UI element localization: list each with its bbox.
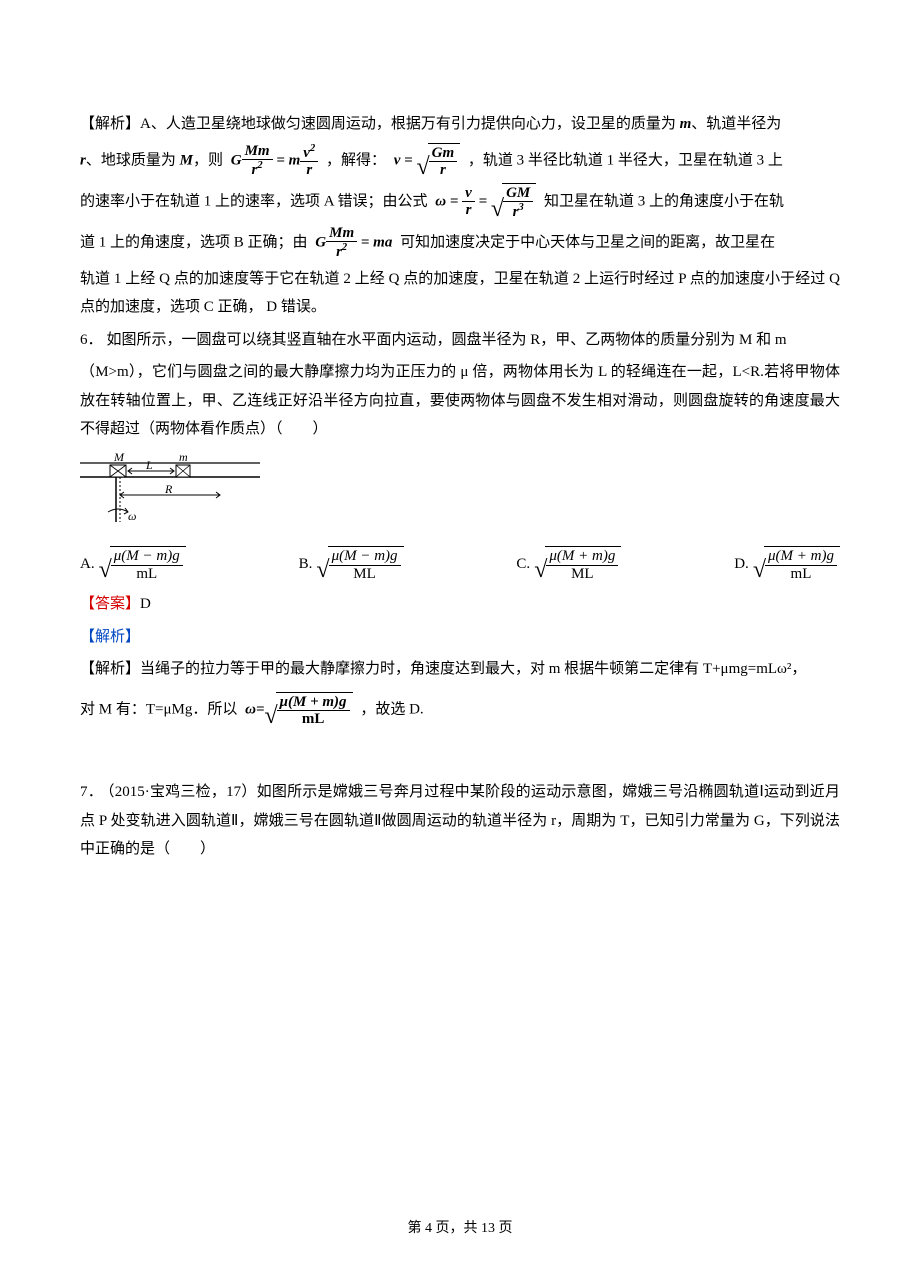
- sol5-m: m: [680, 116, 692, 132]
- eq3-num: Mm: [326, 225, 357, 243]
- question-6-cont: （M>m），它们与圆盘之间的最大静摩擦力均为正压力的 μ 倍，两物体用长为 L …: [80, 358, 840, 444]
- q6-analysis-2: 对 M 有：T=μMg．所以 ω= μ(M + m)gmL ，故选 D.: [80, 692, 840, 728]
- sol5-l5: 轨道 1 上经 Q 点的加速度等于它在轨道 2 上经 Q 点的加速度，卫星在轨道…: [80, 271, 840, 316]
- diagram-R-label: R: [164, 482, 173, 496]
- eq3-G: G: [315, 234, 326, 250]
- choice-b-den: ML: [329, 566, 401, 583]
- eq1-den-sup: 2: [257, 160, 262, 171]
- answer-value: D: [140, 596, 151, 612]
- choice-d-den: mL: [765, 566, 837, 583]
- question-6: 6．如图所示，一圆盘可以绕其竖直轴在水平面内运动，圆盘半径为 R，甲、乙两物体的…: [80, 326, 840, 355]
- choice-c: C. μ(M + m)gML: [516, 546, 621, 582]
- question-7: 7．（2015·宝鸡三检，17）如图所示是嫦娥三号奔月过程中某阶段的运动示意图，…: [80, 778, 840, 864]
- footer-total: 13: [481, 1221, 495, 1236]
- sol5-l4-tail: 可知加速度决定于中心天体与卫星之间的距离，故卫星在: [400, 234, 775, 250]
- diagram-omega-label: ω: [128, 509, 136, 523]
- formula-omega-result: ω= μ(M + m)gmL: [241, 692, 356, 728]
- choice-d-label: D.: [734, 550, 749, 579]
- choice-b: B. μ(M − m)gML: [299, 546, 404, 582]
- diagram-M-label: M: [113, 450, 125, 464]
- sol5-l3-tail: 知卫星在轨道 3 上的角速度小于在轨: [544, 193, 784, 209]
- choice-d-num: μ(M + m)g: [765, 548, 837, 566]
- choice-b-num: μ(M − m)g: [329, 548, 401, 566]
- q6-ana2-w: ω=: [245, 701, 264, 717]
- sol5-l3-pre: 的速率小于在轨道 1 上的速率，选项 A 错误；由公式: [80, 193, 428, 209]
- eq1-num2: v: [303, 145, 310, 161]
- solution-5-line5: 轨道 1 上经 Q 点的加速度等于它在轨道 2 上经 Q 点的加速度，卫星在轨道…: [80, 265, 840, 322]
- eq2-den: r: [462, 202, 475, 219]
- choice-d: D. μ(M + m)gmL: [734, 546, 840, 582]
- sol5-l1-pre: 【解析】A、人造卫星绕地球做匀速圆周运动，根据万有引力提供向心力，设卫星的质量为: [80, 116, 680, 132]
- eq1-num: Mm: [242, 143, 273, 161]
- sol5-l2-tail: ，轨道 3 半径比轨道 1 半径大，卫星在轨道 3 上: [468, 152, 783, 168]
- eq3-den-sup: 2: [342, 242, 347, 253]
- footer-post: 页: [495, 1221, 513, 1236]
- eq1-v: v =: [394, 152, 417, 168]
- choice-a: A. μ(M − m)gmL: [80, 546, 186, 582]
- choice-a-num: μ(M − m)g: [111, 548, 183, 566]
- eq2-w: ω =: [435, 193, 462, 209]
- choice-c-label: C.: [516, 550, 530, 579]
- formula-velocity: v = Gmr: [390, 143, 464, 179]
- solution-5: 【解析】A、人造卫星绕地球做匀速圆周运动，根据万有引力提供向心力，设卫星的质量为…: [80, 110, 840, 139]
- q7-number: 7．: [80, 784, 103, 800]
- solution-5-line4: 道 1 上的角速度，选项 B 正确；由 GMmr2 = ma 可知加速度决定于中…: [80, 225, 840, 261]
- q6-number: 6．: [80, 332, 103, 348]
- diagram-L-label: L: [145, 458, 153, 472]
- choice-c-num: μ(M + m)g: [546, 548, 618, 566]
- sol5-l2-mid3: ，解得：: [326, 152, 386, 168]
- formula-omega: ω = vr = GMr3: [431, 183, 540, 221]
- q6-analysis-1: 【解析】当绳子的拉力等于甲的最大静摩擦力时，角速度达到最大，对 m 根据牛顿第二…: [80, 655, 840, 684]
- sol5-l1-mid: 、轨道半径为: [691, 116, 781, 132]
- choice-c-den: ML: [546, 566, 618, 583]
- formula-gravity-force: GMmr2 = mv2r: [227, 143, 323, 179]
- q6-answer-line: 【答案】D: [80, 590, 840, 619]
- footer-mid: 页，共: [432, 1221, 481, 1236]
- eq2-sqrt-num: GM: [503, 185, 533, 203]
- formula-accel: GMmr2 = ma: [311, 225, 396, 261]
- eq1-eq: = m: [273, 152, 301, 168]
- eq1-sqrt-num: Gm: [429, 145, 458, 163]
- eq1-G: G: [231, 152, 242, 168]
- analysis-header: 【解析】: [80, 629, 140, 645]
- sol5-l2-mid2: ，则: [193, 152, 223, 168]
- footer-page: 4: [425, 1221, 432, 1236]
- q6-ana2-pre: 对 M 有：T=μMg．所以: [80, 701, 241, 717]
- disk-diagram-svg: M m L R ω: [80, 450, 260, 528]
- eq2-num: v: [462, 185, 475, 203]
- diagram-m-label: m: [179, 450, 188, 464]
- q6-diagram: M m L R ω: [80, 450, 840, 539]
- sol5-l2-mid1: 、地球质量为: [86, 152, 180, 168]
- q6-ana2-den: mL: [277, 711, 350, 728]
- q6-text2: （M>m），它们与圆盘之间的最大静摩擦力均为正压力的 μ 倍，两物体用长为 L …: [80, 364, 840, 437]
- page-footer: 第 4 页，共 13 页: [0, 1216, 920, 1243]
- eq1-den2: r: [300, 162, 318, 179]
- eq1-sqrt-den: r: [429, 162, 458, 179]
- q6-analysis-hdr: 【解析】: [80, 623, 840, 652]
- choice-a-den: mL: [111, 566, 183, 583]
- q7-source: （2015·宝鸡三检，17）: [107, 784, 257, 800]
- q6-text1: 如图所示，一圆盘可以绕其竖直轴在水平面内运动，圆盘半径为 R，甲、乙两物体的质量…: [107, 332, 787, 348]
- q6-ana2-num: μ(M + m)g: [277, 694, 350, 712]
- sol5-l4-pre: 道 1 上的角速度，选项 B 正确；由: [80, 234, 308, 250]
- solution-5-line3: 的速率小于在轨道 1 上的速率，选项 A 错误；由公式 ω = vr = GMr…: [80, 183, 840, 221]
- sol5-M: M: [180, 152, 193, 168]
- eq1-num2-sup: 2: [310, 143, 315, 154]
- q6-choices: A. μ(M − m)gmL B. μ(M − m)gML C. μ(M + m…: [80, 546, 840, 582]
- choice-a-label: A.: [80, 550, 95, 579]
- footer-pre: 第: [408, 1221, 426, 1236]
- eq2-eq: =: [475, 193, 491, 209]
- q6-ana1: 【解析】当绳子的拉力等于甲的最大静摩擦力时，角速度达到最大，对 m 根据牛顿第二…: [80, 661, 806, 677]
- solution-5-line2: r、地球质量为 M，则 GMmr2 = mv2r ，解得： v = Gmr ，轨…: [80, 143, 840, 179]
- answer-label: 【答案】: [80, 596, 140, 612]
- eq3-eq: = ma: [357, 234, 392, 250]
- choice-b-label: B.: [299, 550, 313, 579]
- q6-ana2-tail: ，故选 D.: [360, 701, 423, 717]
- eq2-sqrt-den-sup: 3: [518, 202, 523, 213]
